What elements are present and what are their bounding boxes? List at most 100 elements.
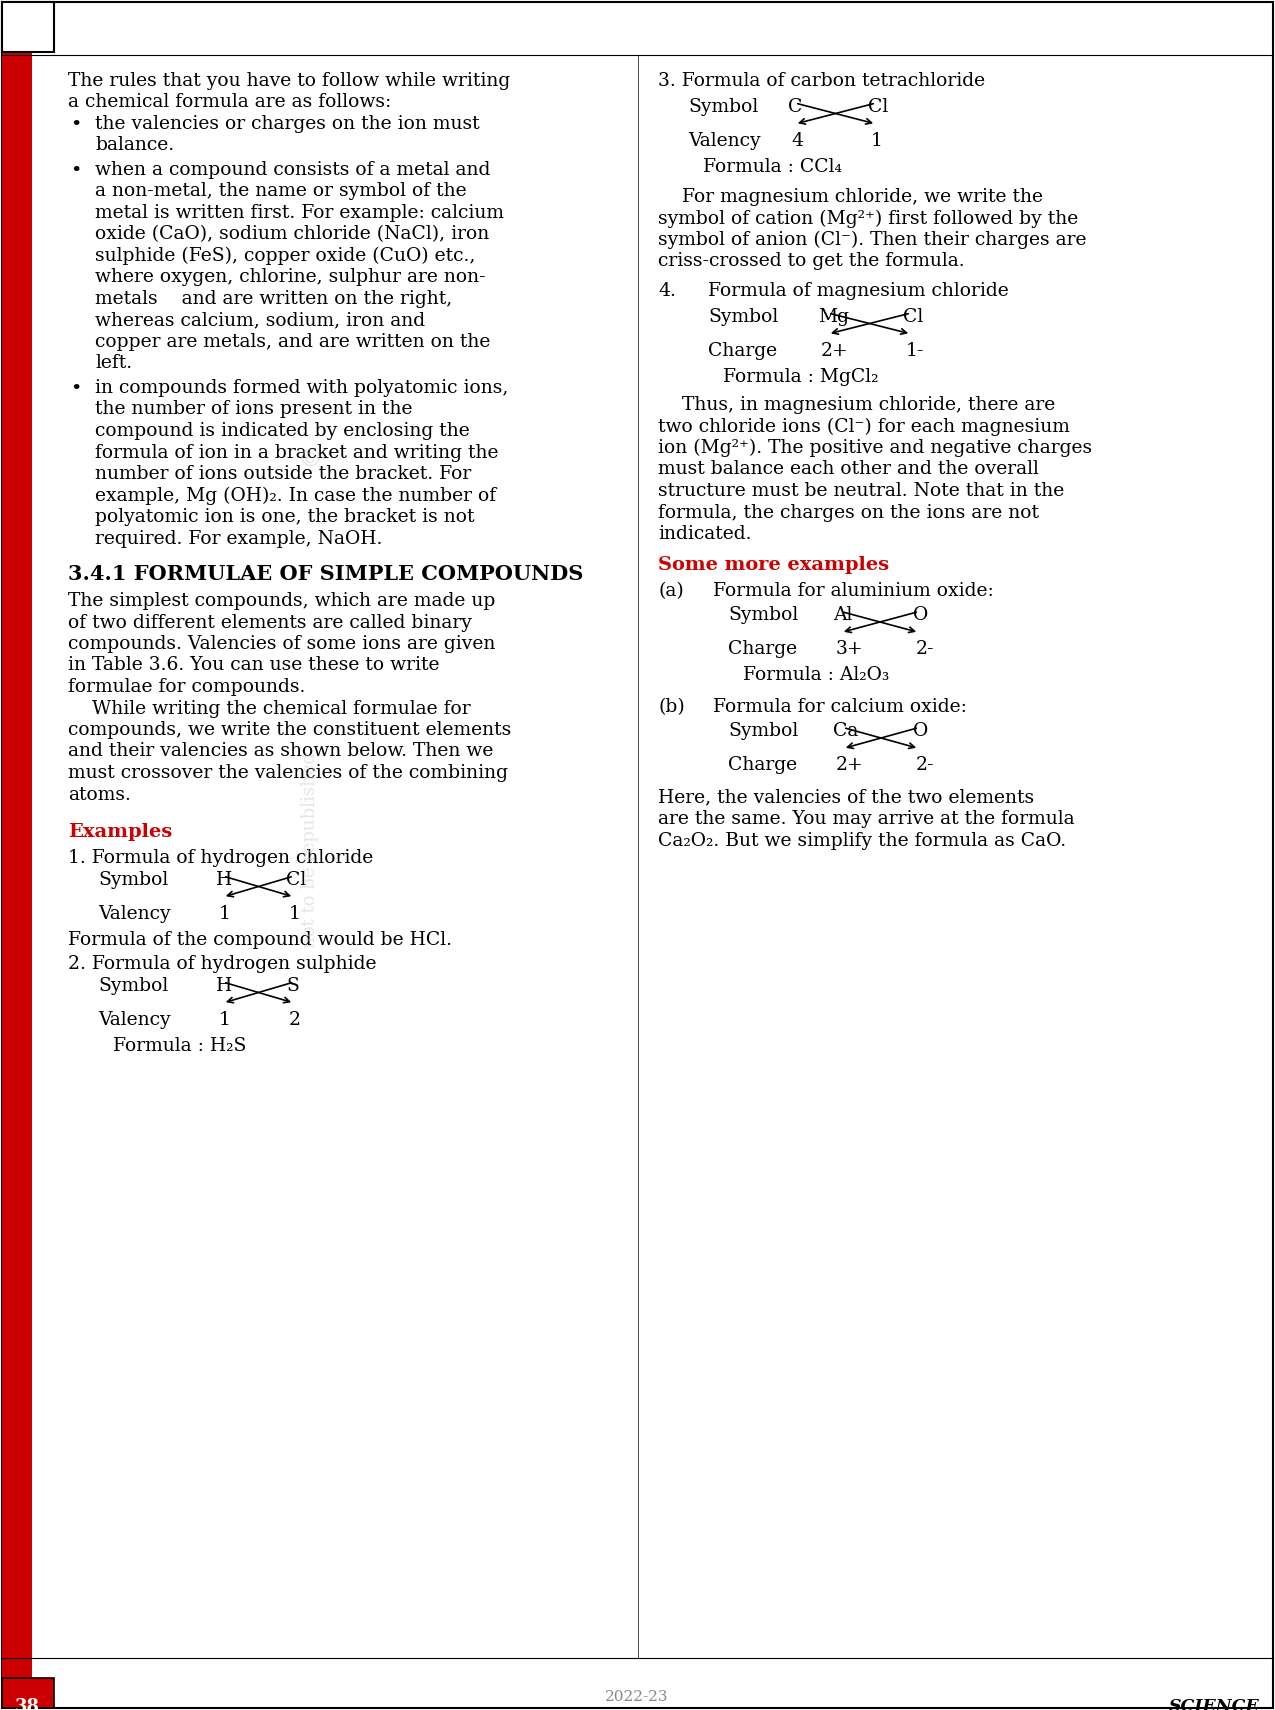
Text: left.: left. — [96, 354, 133, 373]
Text: metal is written first. For example: calcium: metal is written first. For example: cal… — [96, 203, 504, 222]
Text: a chemical formula are as follows:: a chemical formula are as follows: — [68, 94, 391, 111]
Text: 2. Formula of hydrogen sulphide: 2. Formula of hydrogen sulphide — [68, 954, 376, 973]
Text: required. For example, NaOH.: required. For example, NaOH. — [96, 530, 382, 547]
Text: must balance each other and the overall: must balance each other and the overall — [658, 460, 1039, 479]
Text: (a): (a) — [658, 583, 683, 600]
Text: 2+: 2+ — [821, 342, 849, 361]
Text: oxide (CaO), sodium chloride (NaCl), iron: oxide (CaO), sodium chloride (NaCl), iro… — [96, 226, 490, 243]
Text: 38: 38 — [14, 1698, 40, 1710]
Text: 2-: 2- — [915, 641, 935, 658]
Text: Formula for calcium oxide:: Formula for calcium oxide: — [713, 698, 966, 716]
Text: Charge: Charge — [708, 342, 778, 361]
Bar — [3, 1678, 54, 1708]
Text: symbol of anion (Cl⁻). Then their charges are: symbol of anion (Cl⁻). Then their charge… — [658, 231, 1086, 250]
Text: Symbol: Symbol — [98, 976, 168, 995]
Text: 4.: 4. — [658, 282, 676, 299]
Text: S: S — [286, 976, 298, 995]
Text: Symbol: Symbol — [728, 723, 798, 740]
Text: not to be republished: not to be republished — [301, 752, 319, 947]
Text: the number of ions present in the: the number of ions present in the — [96, 400, 413, 419]
Text: symbol of cation (Mg²⁺) first followed by the: symbol of cation (Mg²⁺) first followed b… — [658, 210, 1079, 227]
Text: structure must be neutral. Note that in the: structure must be neutral. Note that in … — [658, 482, 1065, 499]
Text: ©: © — [297, 448, 323, 472]
Text: 1: 1 — [219, 1011, 231, 1029]
Text: compound is indicated by enclosing the: compound is indicated by enclosing the — [96, 422, 469, 439]
Text: of two different elements are called binary: of two different elements are called bin… — [68, 614, 472, 631]
Text: two chloride ions (Cl⁻) for each magnesium: two chloride ions (Cl⁻) for each magnesi… — [658, 417, 1070, 436]
Text: O: O — [913, 723, 928, 740]
Text: ion (Mg²⁺). The positive and negative charges: ion (Mg²⁺). The positive and negative ch… — [658, 439, 1093, 457]
Text: Formula of magnesium chloride: Formula of magnesium chloride — [708, 282, 1009, 299]
Text: Charge: Charge — [728, 641, 797, 658]
Text: 3.4.1 FORMULAE OF SIMPLE COMPOUNDS: 3.4.1 FORMULAE OF SIMPLE COMPOUNDS — [68, 564, 584, 585]
Text: Examples: Examples — [68, 823, 172, 841]
Text: and their valencies as shown below. Then we: and their valencies as shown below. Then… — [68, 742, 493, 761]
Text: O: O — [913, 607, 928, 624]
Text: 2+: 2+ — [836, 756, 863, 775]
Text: Mg: Mg — [819, 308, 849, 327]
Text: Formula : H₂S: Formula : H₂S — [113, 1036, 246, 1055]
Bar — [3, 2, 54, 51]
Text: polyatomic ion is one, the bracket is not: polyatomic ion is one, the bracket is no… — [96, 508, 474, 527]
Text: 1-: 1- — [907, 342, 924, 361]
Bar — [3, 1678, 54, 1708]
Text: in Table 3.6. You can use these to write: in Table 3.6. You can use these to write — [68, 657, 440, 674]
Text: where oxygen, chlorine, sulphur are non-: where oxygen, chlorine, sulphur are non- — [96, 268, 486, 287]
Text: the valencies or charges on the ion must: the valencies or charges on the ion must — [96, 115, 479, 133]
Text: balance.: balance. — [96, 137, 175, 154]
Text: Ca₂O₂. But we simplify the formula as CaO.: Ca₂O₂. But we simplify the formula as Ca… — [658, 831, 1066, 850]
Text: Some more examples: Some more examples — [658, 556, 889, 575]
Text: 1: 1 — [871, 132, 882, 150]
Text: Ca: Ca — [833, 723, 858, 740]
Text: Symbol: Symbol — [728, 607, 798, 624]
Text: atoms.: atoms. — [68, 785, 131, 804]
Text: indicated.: indicated. — [658, 525, 751, 544]
Text: formula, the charges on the ions are not: formula, the charges on the ions are not — [658, 503, 1039, 522]
Text: Valency: Valency — [98, 905, 171, 923]
Text: 2-: 2- — [915, 756, 935, 775]
Text: in compounds formed with polyatomic ions,: in compounds formed with polyatomic ions… — [96, 380, 509, 397]
Text: The simplest compounds, which are made up: The simplest compounds, which are made u… — [68, 592, 496, 610]
Text: The rules that you have to follow while writing: The rules that you have to follow while … — [68, 72, 510, 91]
Text: compounds. Valencies of some ions are given: compounds. Valencies of some ions are gi… — [68, 634, 496, 653]
Text: formulae for compounds.: formulae for compounds. — [68, 677, 306, 696]
Text: when a compound consists of a metal and: when a compound consists of a metal and — [96, 161, 491, 180]
Text: example, Mg (OH)₂. In case the number of: example, Mg (OH)₂. In case the number of — [96, 487, 496, 504]
Text: 1: 1 — [289, 905, 301, 923]
Text: •: • — [70, 162, 82, 180]
Text: Charge: Charge — [728, 756, 797, 775]
Text: While writing the chemical formulae for: While writing the chemical formulae for — [68, 699, 470, 718]
Text: Formula : CCl₄: Formula : CCl₄ — [703, 157, 842, 176]
Text: •: • — [70, 380, 82, 398]
Text: •: • — [70, 116, 82, 133]
Text: H: H — [215, 870, 232, 889]
Text: Formula : Al₂O₃: Formula : Al₂O₃ — [743, 667, 890, 684]
Text: Symbol: Symbol — [688, 97, 759, 116]
Text: SCIENCE: SCIENCE — [1169, 1698, 1260, 1710]
Text: formula of ion in a bracket and writing the: formula of ion in a bracket and writing … — [96, 443, 499, 462]
Text: Cl: Cl — [286, 870, 306, 889]
Text: 2: 2 — [289, 1011, 301, 1029]
Text: must crossover the valencies of the combining: must crossover the valencies of the comb… — [68, 764, 507, 781]
Text: H: H — [215, 976, 232, 995]
Text: number of ions outside the bracket. For: number of ions outside the bracket. For — [96, 465, 472, 482]
Text: compounds, we write the constituent elements: compounds, we write the constituent elem… — [68, 722, 511, 739]
Text: Cl: Cl — [903, 308, 923, 327]
Text: Symbol: Symbol — [708, 308, 778, 327]
Bar — [3, 2, 32, 1708]
Text: sulphide (FeS), copper oxide (CuO) etc.,: sulphide (FeS), copper oxide (CuO) etc., — [96, 246, 476, 265]
Text: are the same. You may arrive at the formula: are the same. You may arrive at the form… — [658, 811, 1075, 828]
Text: 3+: 3+ — [836, 641, 863, 658]
Text: Formula for aluminium oxide:: Formula for aluminium oxide: — [713, 583, 993, 600]
Text: whereas calcium, sodium, iron and: whereas calcium, sodium, iron and — [96, 311, 425, 330]
Text: a non-metal, the name or symbol of the: a non-metal, the name or symbol of the — [96, 183, 467, 200]
Text: Valency: Valency — [688, 132, 761, 150]
Text: 4: 4 — [790, 132, 803, 150]
Text: 1. Formula of hydrogen chloride: 1. Formula of hydrogen chloride — [68, 848, 374, 867]
Text: 3. Formula of carbon tetrachloride: 3. Formula of carbon tetrachloride — [658, 72, 986, 91]
Text: 2022-23: 2022-23 — [606, 1689, 669, 1703]
Text: metals    and are written on the right,: metals and are written on the right, — [96, 291, 453, 308]
Text: For magnesium chloride, we write the: For magnesium chloride, we write the — [658, 188, 1043, 205]
Text: Al: Al — [833, 607, 853, 624]
Text: Thus, in magnesium chloride, there are: Thus, in magnesium chloride, there are — [658, 397, 1056, 414]
